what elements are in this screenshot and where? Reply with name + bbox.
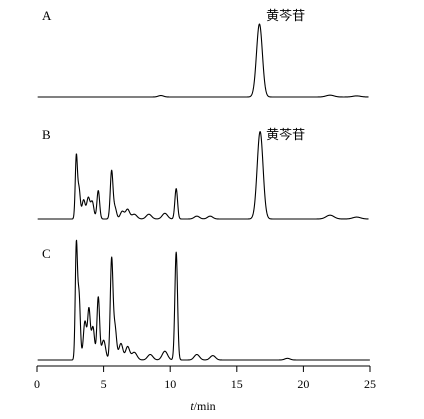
panel-label: C xyxy=(42,246,51,261)
panel-label: B xyxy=(42,127,51,142)
chromatogram-trace xyxy=(37,131,369,220)
peak-label: 黄芩苷 xyxy=(266,127,305,142)
x-axis-title-unit: /min xyxy=(194,399,216,413)
x-axis: 0 5 10 15 20 25 t/min xyxy=(34,365,376,413)
panel-C: C xyxy=(37,239,371,361)
panel-A: A 黄芩苷 xyxy=(37,8,369,98)
x-axis-title: t/min xyxy=(190,399,215,413)
x-tick-label: 10 xyxy=(164,377,176,391)
x-tick-label: 25 xyxy=(364,377,376,391)
x-axis-title-var: t xyxy=(190,399,194,413)
panel-B: B 黄芩苷 xyxy=(37,127,369,220)
x-tick-label: 20 xyxy=(297,377,309,391)
peak-label: 黄芩苷 xyxy=(266,8,305,23)
x-tick-label: 5 xyxy=(101,377,107,391)
chromatogram-trace xyxy=(37,239,371,361)
x-tick-label: 15 xyxy=(231,377,243,391)
chromatogram-trace xyxy=(37,23,369,98)
panel-label: A xyxy=(42,8,52,23)
x-tick-label: 0 xyxy=(34,377,40,391)
